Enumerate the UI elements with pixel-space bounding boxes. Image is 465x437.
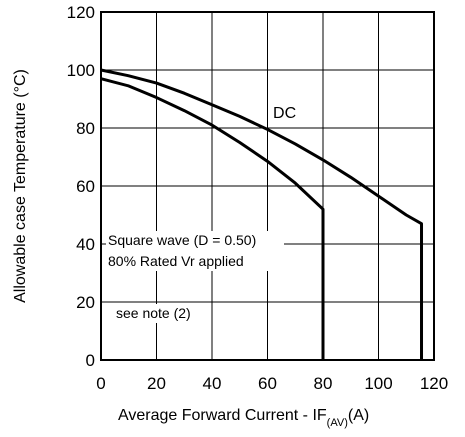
x-axis-title-main: Average Forward Current - IF	[118, 407, 327, 424]
series-label-dc: DC	[273, 105, 296, 122]
x-tick-label: 80	[314, 374, 333, 393]
y-tick-label: 40	[76, 235, 95, 254]
tick-labels: 0 20 40 60 80 100 120 0 20 40 60 80 100 120	[67, 3, 449, 393]
y-tick-label: 20	[76, 293, 95, 312]
x-axis-title-unit: (A)	[348, 407, 369, 424]
series-line-dc	[100, 68, 424, 360]
annotation-rated-vr: 80% Rated Vr applied	[108, 253, 244, 269]
note-box-see-note	[112, 304, 208, 323]
y-tick-label: 60	[76, 177, 95, 196]
x-tick-label: 40	[203, 374, 222, 393]
x-tick-label: 0	[96, 374, 105, 393]
plot-frame	[100, 11, 435, 361]
x-tick-label: 100	[364, 374, 392, 393]
series-line-square-wave	[100, 77, 325, 360]
y-tick-label: 0	[86, 351, 95, 370]
y-axis-title: Allowable case Temperature (°C)	[12, 69, 29, 303]
x-axis-title-subscript: (AV)	[327, 417, 348, 429]
x-axis-title: Average Forward Current - IF(AV)(A)	[118, 407, 369, 429]
y-tick-label: 80	[76, 119, 95, 138]
y-tick-label: 100	[67, 61, 95, 80]
y-tick-label: 120	[67, 3, 95, 22]
series	[100, 68, 424, 360]
x-tick-label: 60	[258, 374, 277, 393]
annotation-see-note: see note (2)	[116, 305, 191, 321]
annotation-square-wave: Square wave (D = 0.50)	[108, 232, 256, 248]
note-box-square-wave	[106, 231, 284, 271]
x-tick-label: 120	[420, 374, 448, 393]
x-tick-label: 20	[147, 374, 166, 393]
